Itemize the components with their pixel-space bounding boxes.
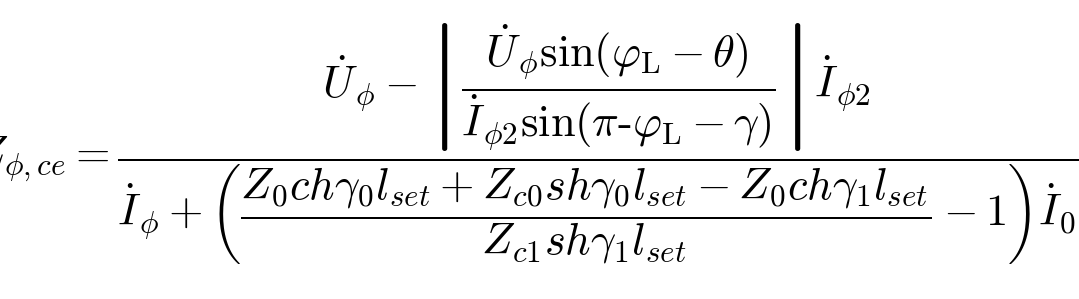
Text: $Z_{\phi,ce} = \dfrac{\dot{U}_{\phi} - \left| \dfrac{\dot{U}_{\phi}\sin(\varphi_: $Z_{\phi,ce} = \dfrac{\dot{U}_{\phi} - \…: [0, 21, 1079, 267]
